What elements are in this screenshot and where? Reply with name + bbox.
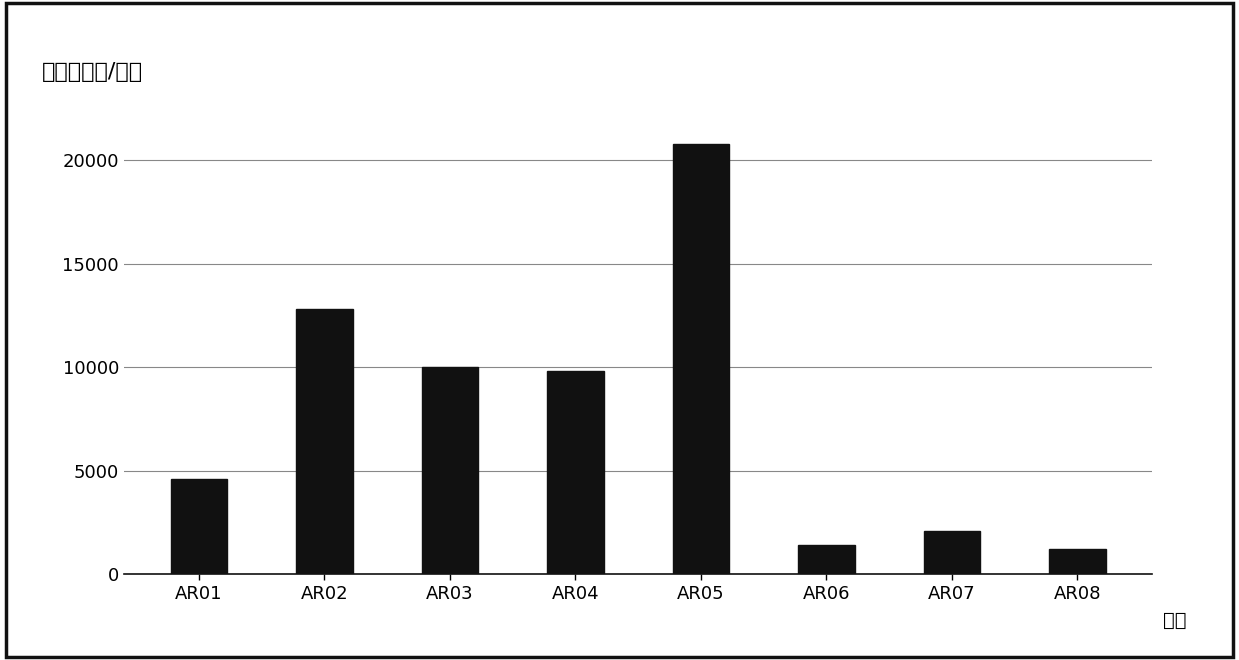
Text: 航空器数量/架次: 航空器数量/架次 <box>42 62 142 82</box>
Bar <box>673 144 729 574</box>
Bar <box>548 372 603 574</box>
Bar <box>421 367 478 574</box>
Bar <box>798 545 855 574</box>
Bar <box>171 479 227 574</box>
Text: 扇区: 扇区 <box>1162 610 1186 630</box>
Bar <box>1049 549 1105 574</box>
Bar <box>923 531 980 574</box>
Bar <box>296 310 353 574</box>
